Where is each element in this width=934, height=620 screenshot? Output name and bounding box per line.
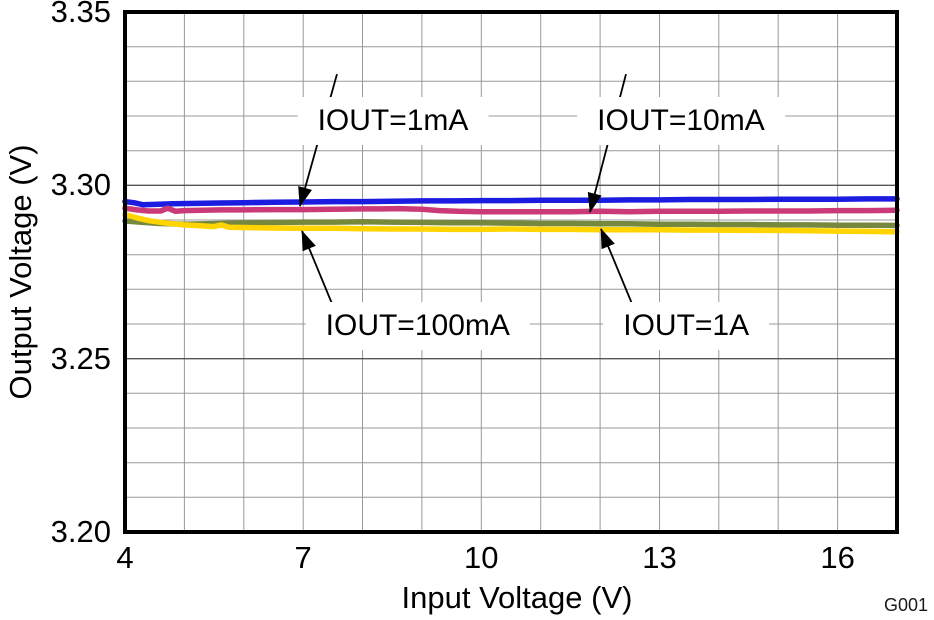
callout-iout-1ma: IOUT=1mA xyxy=(297,96,489,145)
series-IOUT=1mA xyxy=(122,196,900,208)
y-axis-title: Output Voltage (V) xyxy=(3,144,38,400)
plot-frame xyxy=(123,10,899,534)
series-IOUT=10mA xyxy=(122,205,900,215)
callout-iout-10ma: IOUT=10mA xyxy=(577,96,785,145)
series-IOUT=100mA xyxy=(122,211,900,235)
callout-iout-1a: IOUT=1A xyxy=(603,302,770,351)
figure-id-label: G001 xyxy=(883,595,928,615)
callout-iout-100ma: IOUT=100mA xyxy=(305,302,530,351)
x-axis-title: Input Voltage (V) xyxy=(401,580,633,615)
